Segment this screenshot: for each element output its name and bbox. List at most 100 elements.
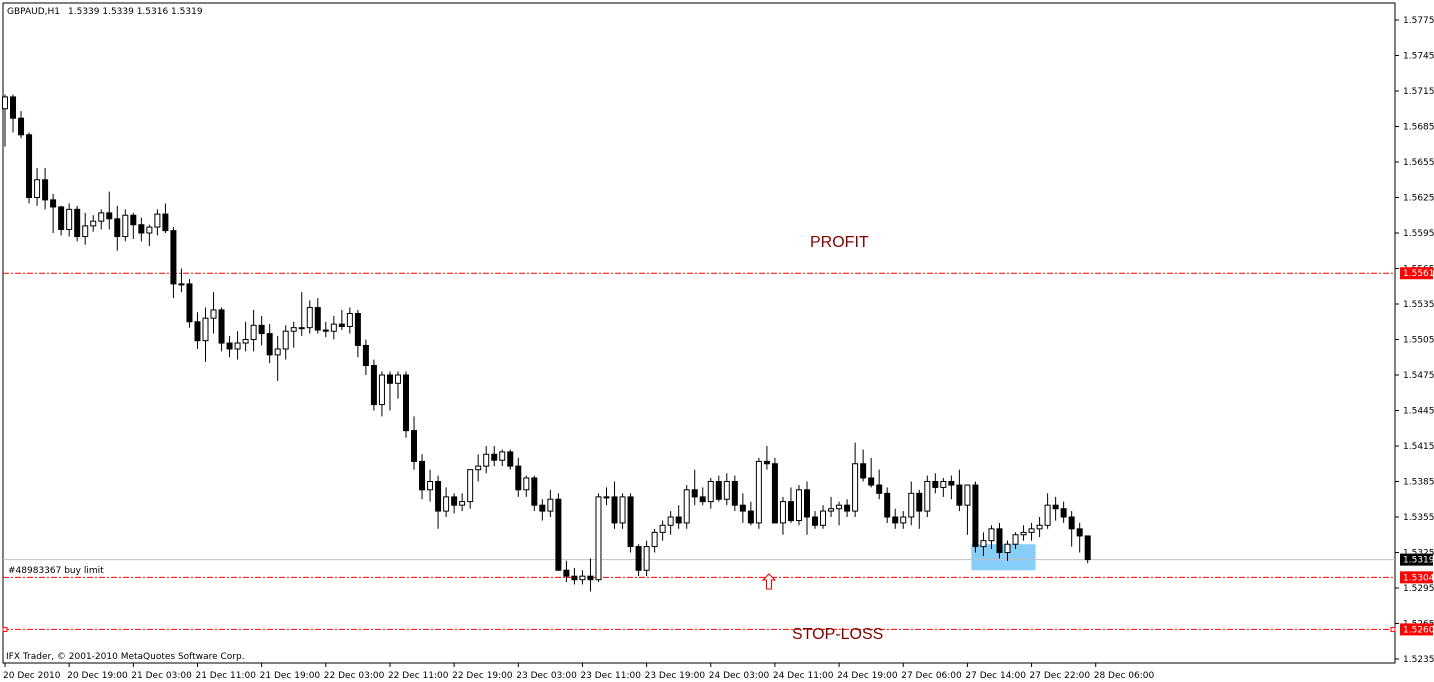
candle bbox=[122, 209, 129, 242]
candle bbox=[547, 489, 554, 517]
candle bbox=[194, 312, 201, 349]
candle bbox=[1012, 532, 1019, 549]
candle bbox=[1068, 511, 1075, 547]
candle bbox=[218, 307, 225, 352]
candle bbox=[1044, 493, 1051, 529]
candle bbox=[739, 493, 746, 523]
x-tick-label: 22 Dec 19:00 bbox=[452, 671, 513, 681]
candle bbox=[787, 487, 794, 523]
candle bbox=[459, 493, 466, 512]
candle bbox=[523, 475, 530, 497]
candle bbox=[346, 307, 353, 334]
y-tick-label: 1.5445 bbox=[1403, 407, 1434, 417]
candle bbox=[964, 484, 971, 535]
candle bbox=[916, 489, 923, 529]
candle bbox=[932, 473, 939, 494]
candle bbox=[162, 203, 169, 233]
y-tick-label: 1.5535 bbox=[1403, 300, 1434, 310]
ohlc-header: 1.5339 1.5339 1.5316 1.5319 bbox=[68, 7, 203, 17]
candle bbox=[491, 446, 498, 467]
candle bbox=[202, 307, 209, 362]
candle bbox=[82, 212, 89, 245]
candle bbox=[956, 469, 963, 512]
candle bbox=[306, 300, 313, 334]
candle bbox=[683, 485, 690, 529]
candle bbox=[603, 487, 610, 506]
profit-price-tag: 1.5561 bbox=[1400, 267, 1434, 280]
candle bbox=[114, 205, 121, 251]
candle bbox=[274, 335, 281, 381]
candle bbox=[378, 371, 385, 417]
candle bbox=[1060, 501, 1067, 523]
candle bbox=[795, 485, 802, 526]
x-tick-label: 23 Dec 03:00 bbox=[516, 671, 577, 681]
candle bbox=[627, 493, 634, 553]
candle bbox=[266, 324, 273, 364]
candle bbox=[338, 309, 345, 331]
candle bbox=[451, 493, 458, 514]
candle bbox=[707, 477, 714, 509]
candle bbox=[1076, 522, 1083, 553]
x-tick-label: 21 Dec 03:00 bbox=[131, 671, 192, 681]
candle bbox=[555, 493, 562, 571]
candle bbox=[972, 481, 979, 553]
candle bbox=[298, 292, 305, 336]
highlight-zone bbox=[971, 544, 1036, 571]
candle bbox=[852, 442, 859, 517]
candle bbox=[812, 511, 819, 529]
candle bbox=[146, 224, 153, 247]
x-tick-label: 27 Dec 06:00 bbox=[901, 671, 962, 681]
y-tick-label: 1.5715 bbox=[1403, 87, 1434, 97]
candle bbox=[715, 475, 722, 502]
candle bbox=[34, 167, 41, 206]
candle bbox=[26, 132, 33, 204]
x-tick-label: 22 Dec 11:00 bbox=[388, 671, 449, 681]
y-tick-label: 1.5475 bbox=[1403, 371, 1434, 381]
x-tick-label: 21 Dec 11:00 bbox=[195, 671, 256, 681]
candle bbox=[804, 481, 810, 535]
candle bbox=[820, 505, 827, 529]
candle bbox=[667, 511, 674, 535]
candle bbox=[435, 475, 442, 529]
candle bbox=[427, 469, 434, 502]
stop-loss-handle-right[interactable] bbox=[1390, 626, 1396, 632]
y-tick-label: 1.5325 bbox=[1403, 549, 1434, 559]
y-tick-label: 1.5775 bbox=[1403, 16, 1434, 26]
candle bbox=[210, 292, 217, 334]
candle bbox=[779, 496, 786, 535]
candle bbox=[66, 203, 73, 237]
x-tick-label: 24 Dec 19:00 bbox=[837, 671, 898, 681]
profit-label: PROFIT bbox=[810, 234, 869, 251]
y-tick-label: 1.5655 bbox=[1403, 158, 1434, 168]
candle bbox=[651, 528, 658, 553]
candle bbox=[515, 457, 522, 497]
candle bbox=[10, 94, 17, 133]
candle bbox=[1084, 535, 1091, 564]
entry-price-tag: 1.5304 bbox=[1400, 571, 1434, 584]
candle bbox=[699, 487, 706, 506]
y-tick-label: 1.5625 bbox=[1403, 194, 1434, 204]
candle bbox=[370, 359, 377, 411]
x-tick-label: 20 Dec 19:00 bbox=[67, 671, 128, 681]
candle bbox=[563, 560, 570, 583]
candle bbox=[988, 525, 995, 549]
x-tick-label: 21 Dec 19:00 bbox=[260, 671, 321, 681]
y-tick-label: 1.5385 bbox=[1403, 478, 1434, 488]
y-tick-label: 1.5355 bbox=[1403, 513, 1434, 523]
y-tick-label: 1.5235 bbox=[1403, 655, 1434, 665]
candle bbox=[755, 457, 762, 529]
candle bbox=[579, 570, 586, 585]
x-tick-label: 24 Dec 11:00 bbox=[773, 671, 834, 681]
candle bbox=[1036, 517, 1043, 538]
candle bbox=[90, 215, 97, 232]
x-tick-label: 22 Dec 03:00 bbox=[324, 671, 385, 681]
candle bbox=[170, 227, 177, 299]
stop-loss-handle-left[interactable] bbox=[2, 626, 8, 632]
candle bbox=[844, 499, 851, 517]
candle bbox=[980, 532, 987, 557]
candle bbox=[322, 321, 329, 338]
candle bbox=[98, 209, 105, 230]
x-tick-label: 27 Dec 14:00 bbox=[965, 671, 1026, 681]
y-tick-label: 1.5505 bbox=[1403, 336, 1434, 346]
candle bbox=[178, 268, 185, 293]
